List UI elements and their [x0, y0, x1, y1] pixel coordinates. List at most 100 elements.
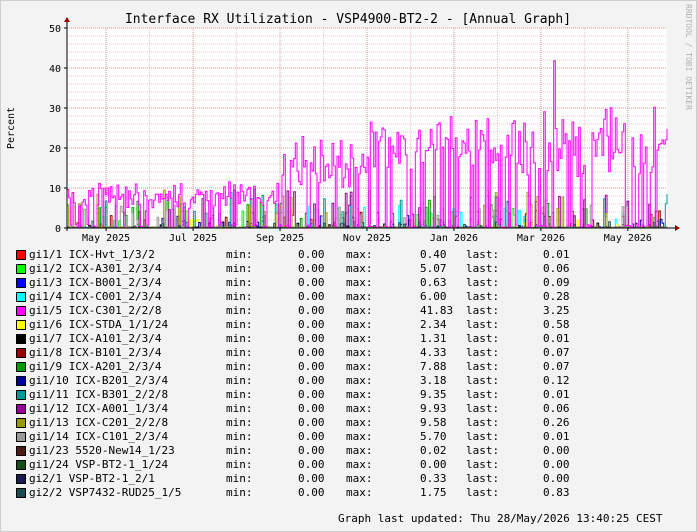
- legend-min-label: min:: [226, 304, 253, 317]
- legend-swatch: [16, 278, 26, 288]
- legend-max-label: max:: [346, 332, 373, 345]
- x-tick-label: Jan 2026: [430, 233, 478, 244]
- legend-swatch: [16, 264, 26, 274]
- legend-max-label: max:: [346, 430, 373, 443]
- legend-last-value: 0.01: [543, 332, 570, 345]
- legend-swatch: [16, 376, 26, 386]
- legend-last-label: last:: [466, 430, 500, 443]
- legend-min-label: min:: [226, 388, 253, 401]
- x-tick-label: Nov 2025: [343, 233, 391, 244]
- y-tick-label: 40: [49, 64, 61, 75]
- legend-max-label: max:: [346, 402, 373, 415]
- legend-last-value: 0.07: [543, 360, 570, 373]
- legend-swatch: [16, 306, 26, 316]
- legend-max-value: 7.88: [420, 360, 447, 373]
- legend-series-name: gi1/23 5520-New14_1/23: [29, 444, 175, 457]
- legend-swatch: [16, 250, 26, 260]
- legend-last-value: 0.12: [543, 374, 570, 387]
- legend-min-value: 0.00: [298, 332, 325, 345]
- legend-swatch: [16, 292, 26, 302]
- chart: Interface RX Utilization - VSP4900-BT2-2…: [6, 4, 693, 244]
- legend-swatch: [16, 432, 26, 442]
- last-updated: Graph last updated: Thu 28/May/2026 13:4…: [338, 512, 663, 525]
- legend-min-value: 0.00: [298, 458, 325, 471]
- y-tick-label: 30: [49, 104, 61, 115]
- legend-min-label: min:: [226, 346, 253, 359]
- legend-last-value: 0.07: [543, 346, 570, 359]
- x-tick-label: Mar 2026: [517, 233, 565, 244]
- legend-min-value: 0.00: [298, 290, 325, 303]
- legend-min-label: min:: [226, 332, 253, 345]
- legend-swatch: [16, 320, 26, 330]
- legend-series-name: gi1/6 ICX-STDA_1/1/24: [29, 318, 169, 331]
- legend-last-value: 0.06: [543, 402, 570, 415]
- legend-max-value: 0.40: [420, 248, 447, 261]
- legend-max-value: 0.33: [420, 472, 447, 485]
- legend-series-name: gi1/5 ICX-C301_2/2/8: [29, 304, 162, 317]
- legend-last-label: last:: [466, 374, 500, 387]
- legend-series-name: gi1/1 ICX-Hvt_1/3/2: [29, 248, 155, 261]
- legend-max-value: 1.31: [420, 332, 447, 345]
- legend-max-value: 0.02: [420, 444, 447, 457]
- legend-min-label: min:: [226, 444, 253, 457]
- legend-min-value: 0.00: [298, 374, 325, 387]
- y-axis-arrow: [64, 17, 70, 22]
- series-line-5: [67, 60, 668, 229]
- legend-max-value: 5.70: [420, 430, 447, 443]
- legend-min-value: 0.00: [298, 318, 325, 331]
- legend-last-value: 0.58: [543, 318, 570, 331]
- legend-series-name: gi1/12 ICX-A001_1/3/4: [29, 402, 169, 415]
- legend-last-label: last:: [466, 360, 500, 373]
- y-tick-label: 0: [55, 224, 61, 235]
- legend-max-value: 9.35: [420, 388, 447, 401]
- legend-swatch: [16, 446, 26, 456]
- legend-series-name: gi1/8 ICX-B101_2/3/4: [29, 346, 162, 359]
- legend-series-name: gi1/24 VSP-BT2-1_1/24: [29, 458, 169, 471]
- legend-max-value: 9.93: [420, 402, 447, 415]
- legend-max-label: max:: [346, 472, 373, 485]
- legend-series-name: gi1/11 ICX-B301_2/2/8: [29, 388, 169, 401]
- legend-series-name: gi1/4 ICX-C001_2/3/4: [29, 290, 162, 303]
- legend-last-label: last:: [466, 486, 500, 499]
- legend-min-value: 0.00: [298, 304, 325, 317]
- legend-min-label: min:: [226, 248, 253, 261]
- legend-max-label: max:: [346, 444, 373, 457]
- legend-last-value: 0.01: [543, 430, 570, 443]
- legend-min-value: 0.00: [298, 276, 325, 289]
- legend-swatch: [16, 418, 26, 428]
- legend-last-value: 0.00: [543, 444, 570, 457]
- legend-max-value: 0.00: [420, 458, 447, 471]
- legend-min-value: 0.00: [298, 388, 325, 401]
- legend-min-value: 0.00: [298, 444, 325, 457]
- legend-min-label: min:: [226, 402, 253, 415]
- legend-last-label: last:: [466, 332, 500, 345]
- legend-min-value: 0.00: [298, 486, 325, 499]
- x-axis-arrow: [675, 225, 680, 231]
- legend-last-value: 0.01: [543, 248, 570, 261]
- legend-series-name: gi1/13 ICX-C201_2/2/8: [29, 416, 169, 429]
- legend-max-label: max:: [346, 458, 373, 471]
- legend-max-label: max:: [346, 262, 373, 275]
- legend-max-value: 5.07: [420, 262, 447, 275]
- legend-last-label: last:: [466, 318, 500, 331]
- legend-min-value: 0.00: [298, 416, 325, 429]
- legend-last-value: 0.09: [543, 276, 570, 289]
- legend-swatch: [16, 460, 26, 470]
- legend-min-value: 0.00: [298, 360, 325, 373]
- legend-last-value: 0.00: [543, 472, 570, 485]
- legend-last-label: last:: [466, 402, 500, 415]
- legend-max-label: max:: [346, 290, 373, 303]
- legend-min-value: 0.00: [298, 346, 325, 359]
- legend-series-name: gi2/1 VSP-BT2-1_2/1: [29, 472, 155, 485]
- legend-min-label: min:: [226, 374, 253, 387]
- legend-last-label: last:: [466, 304, 500, 317]
- legend-series-name: gi1/10 ICX-B201_2/3/4: [29, 374, 169, 387]
- legend-last-label: last:: [466, 276, 500, 289]
- legend-last-value: 3.25: [543, 304, 570, 317]
- legend-last-value: 0.01: [543, 388, 570, 401]
- legend-max-label: max:: [346, 276, 373, 289]
- legend-min-label: min:: [226, 458, 253, 471]
- legend-min-value: 0.00: [298, 402, 325, 415]
- legend-min-value: 0.00: [298, 472, 325, 485]
- legend-series-name: gi1/14 ICX-C101_2/3/4: [29, 430, 169, 443]
